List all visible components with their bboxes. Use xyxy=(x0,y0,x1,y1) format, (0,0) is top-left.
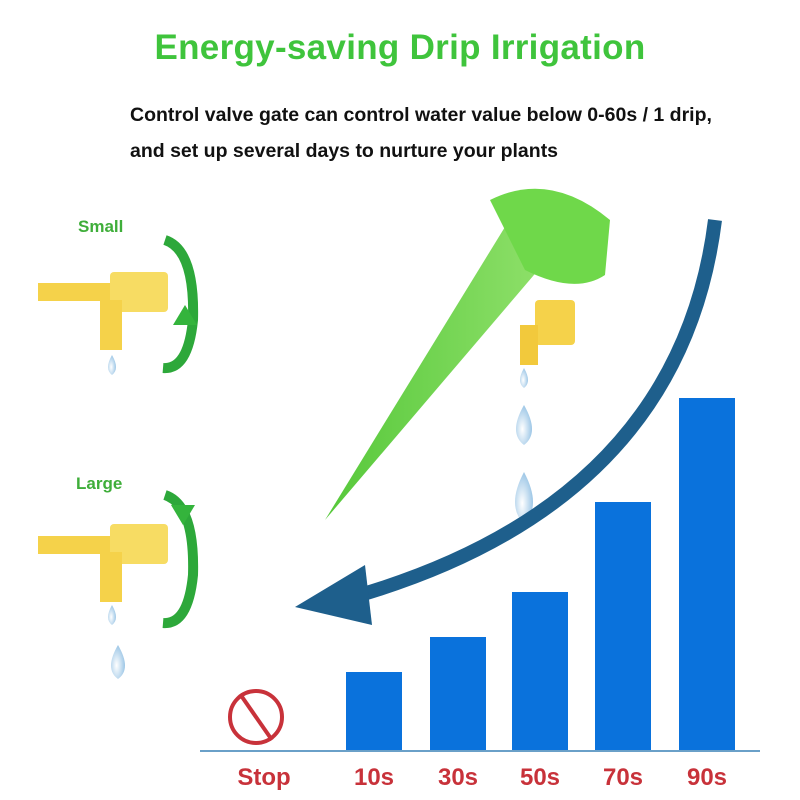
x-tick-label: 90s xyxy=(686,764,728,791)
drip-spike xyxy=(325,188,610,524)
bar-90s xyxy=(679,398,735,750)
x-tick-label: 50s xyxy=(519,764,561,791)
water-drop-icon xyxy=(515,472,533,524)
bar-10s xyxy=(346,672,402,750)
large-label: Large xyxy=(76,474,123,493)
small-valve xyxy=(38,235,199,375)
water-drop-icon xyxy=(516,405,532,445)
x-tick-label: 70s xyxy=(602,764,644,791)
bar-70s xyxy=(595,502,651,750)
page-title: Energy-saving Drip Irrigation xyxy=(154,28,646,67)
curved-arrow-icon xyxy=(295,219,722,625)
water-drop-icon xyxy=(520,368,528,388)
x-tick-label: 10s xyxy=(353,764,395,791)
bar-50s xyxy=(512,592,568,750)
bar-group xyxy=(346,398,735,750)
large-valve xyxy=(38,490,199,679)
x-tick-label: Stop xyxy=(237,764,291,791)
subtitle-line-1: Control valve gate can control water val… xyxy=(130,104,712,126)
bar-30s xyxy=(430,637,486,750)
water-drop-icon xyxy=(108,355,116,375)
water-drop-icon xyxy=(108,605,116,625)
small-label: Small xyxy=(78,217,124,236)
subtitle-line-2: and set up several days to nurture your … xyxy=(130,140,559,162)
x-tick-label: 30s xyxy=(437,764,479,791)
rotate-arrow-icon xyxy=(173,305,197,325)
water-drop-icon xyxy=(111,645,125,679)
stop-icon xyxy=(228,689,284,745)
rotate-arrow-icon xyxy=(171,505,195,525)
